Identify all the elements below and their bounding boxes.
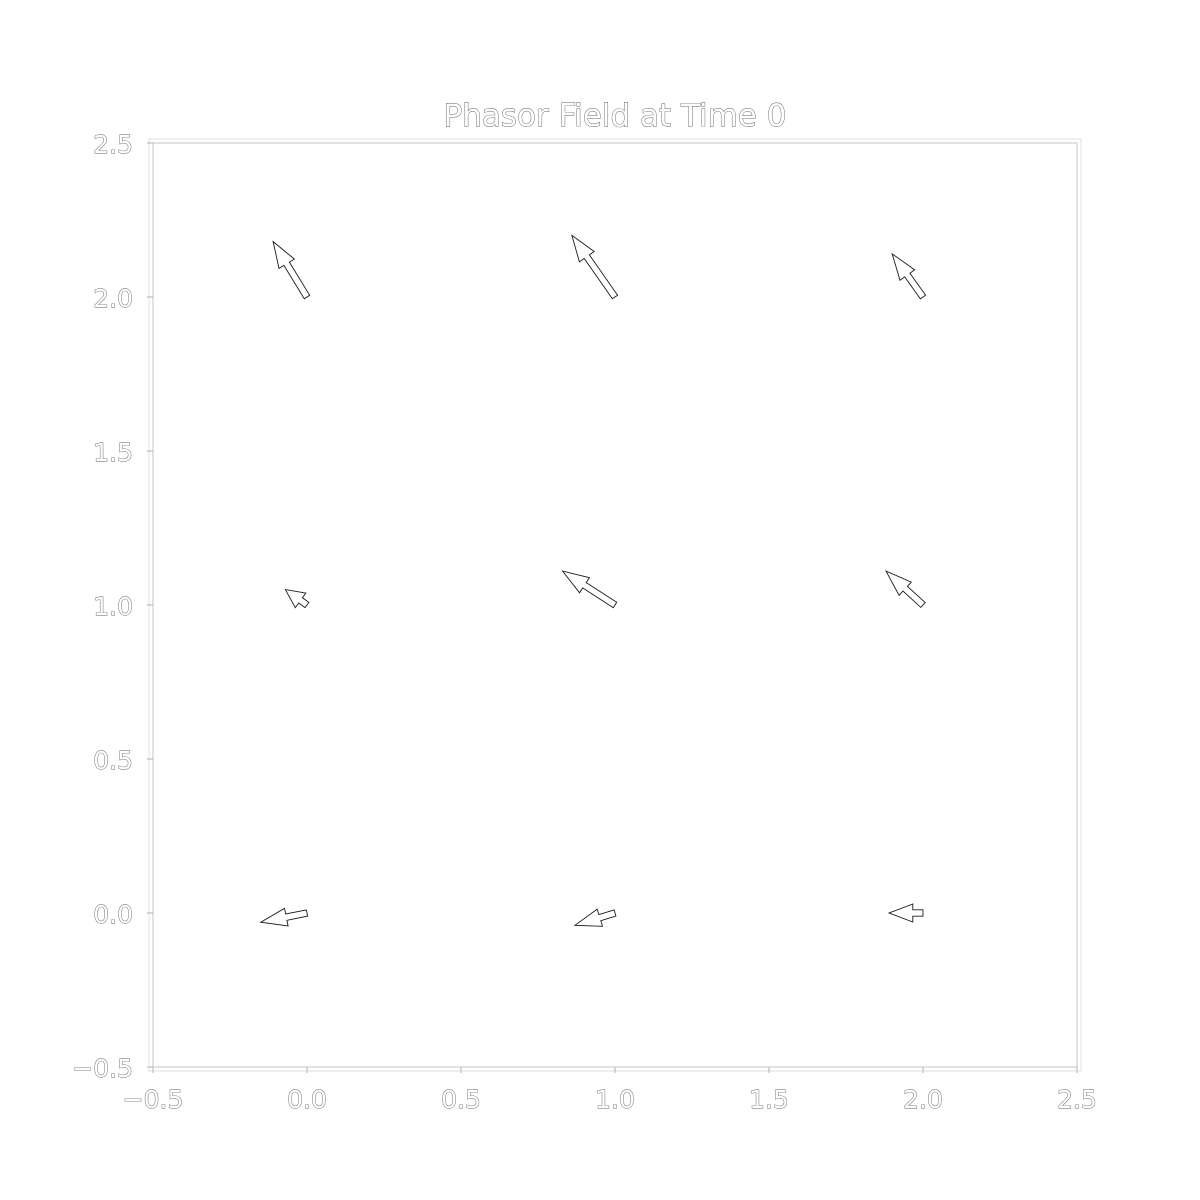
y-tick-label: 2.5 bbox=[93, 130, 133, 159]
y-axis: −0.5 0.0 0.5 1.0 1.5 2.0 2.5 bbox=[72, 130, 153, 1083]
phasor-arrow bbox=[259, 907, 309, 927]
x-tick-label: 2.5 bbox=[1057, 1085, 1097, 1114]
x-tick-label: 2.0 bbox=[903, 1085, 943, 1114]
quiver-arrows bbox=[259, 234, 927, 927]
phasor-arrow bbox=[891, 252, 927, 300]
y-tick-label: 0.5 bbox=[93, 746, 133, 775]
x-tick-label: 1.0 bbox=[595, 1085, 635, 1114]
x-tick-label: 0.0 bbox=[287, 1085, 327, 1114]
x-axis: −0.5 0.0 0.5 1.0 1.5 2.0 2.5 bbox=[122, 1067, 1097, 1114]
phasor-arrow bbox=[284, 588, 310, 609]
phasor-arrow bbox=[561, 570, 618, 609]
x-tick-label: 1.5 bbox=[749, 1085, 789, 1114]
phasor-arrow bbox=[884, 570, 926, 609]
y-tick-label: 0.0 bbox=[93, 900, 133, 929]
chart-title: Phasor Field at Time 0 bbox=[444, 98, 787, 134]
y-tick-label: −0.5 bbox=[72, 1054, 133, 1083]
x-tick-label: 0.5 bbox=[441, 1085, 481, 1114]
y-tick-label: 1.0 bbox=[93, 592, 133, 621]
y-tick-label: 1.5 bbox=[93, 438, 133, 467]
x-tick-label: −0.5 bbox=[123, 1085, 184, 1114]
y-tick-label: 2.0 bbox=[93, 284, 133, 313]
phasor-arrow bbox=[571, 234, 619, 300]
phasor-arrow bbox=[272, 240, 311, 300]
phasor-arrow bbox=[573, 908, 617, 927]
phasor-arrow bbox=[887, 903, 924, 923]
